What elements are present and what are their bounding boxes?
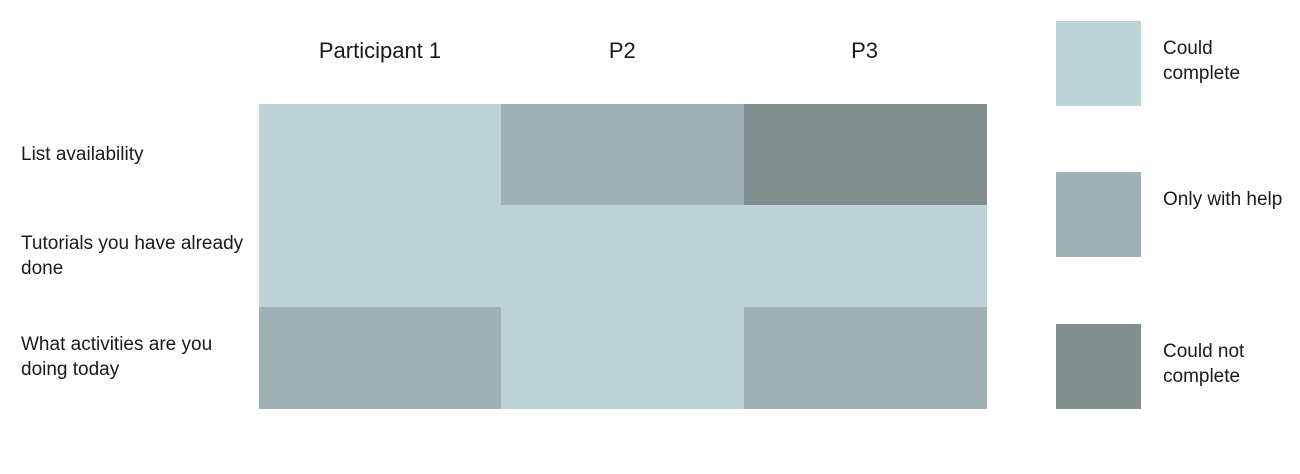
heatmap-cell <box>259 205 502 308</box>
heatmap-cell <box>259 306 502 409</box>
legend-label: Could complete <box>1163 38 1241 84</box>
column-header: P3 <box>851 38 879 63</box>
column-header: Participant 1 <box>318 38 442 63</box>
heatmap-cell <box>743 205 987 308</box>
column-header: P2 <box>608 38 636 63</box>
row-label: What activities are you doing today <box>21 334 213 381</box>
legend-label: Only with help <box>1163 189 1283 210</box>
row-label: List availability <box>21 144 144 166</box>
heatmap-cell <box>501 104 745 206</box>
row-label: Tutorials you have already done <box>21 232 244 279</box>
heatmap-cell <box>743 104 987 206</box>
heatmap-cell <box>501 306 745 409</box>
legend-swatch <box>1056 21 1141 106</box>
heatmap-cell <box>501 205 745 308</box>
legend-swatch <box>1056 324 1141 409</box>
heatmap-cell <box>259 104 502 206</box>
legend-swatch <box>1056 172 1141 257</box>
legend-label: Could not complete <box>1163 341 1245 387</box>
heatmap-cell <box>743 306 987 409</box>
